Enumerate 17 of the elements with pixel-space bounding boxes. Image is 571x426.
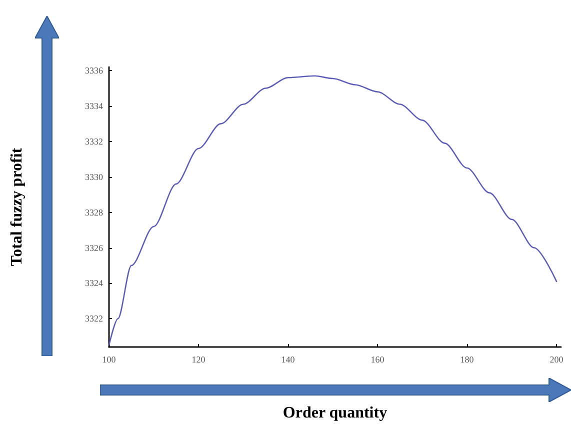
- x-tick-label: 160: [370, 354, 385, 364]
- x-tick-label: 140: [281, 354, 296, 364]
- y-tick-label: 3324: [85, 278, 104, 288]
- x-tick-label: 100: [102, 354, 116, 364]
- x-tick-label: 120: [192, 354, 206, 364]
- y-tick-label: 3332: [85, 136, 103, 146]
- y-tick-label: 3330: [85, 172, 104, 182]
- y-axis-title: Total fuzzy profit: [8, 147, 26, 266]
- y-tick-label: 3328: [85, 207, 104, 218]
- y-tick-label: 3334: [85, 100, 104, 111]
- line-series: [108, 75, 558, 346]
- y-tick-label: 3336: [85, 66, 104, 76]
- x-tick-label: 200: [550, 354, 564, 364]
- y-tick-label: 3326: [85, 242, 104, 253]
- x-axis-title: Order quantity: [282, 404, 388, 422]
- y-tick-label: 3322: [85, 314, 103, 324]
- x-tick-label: 180: [460, 354, 474, 364]
